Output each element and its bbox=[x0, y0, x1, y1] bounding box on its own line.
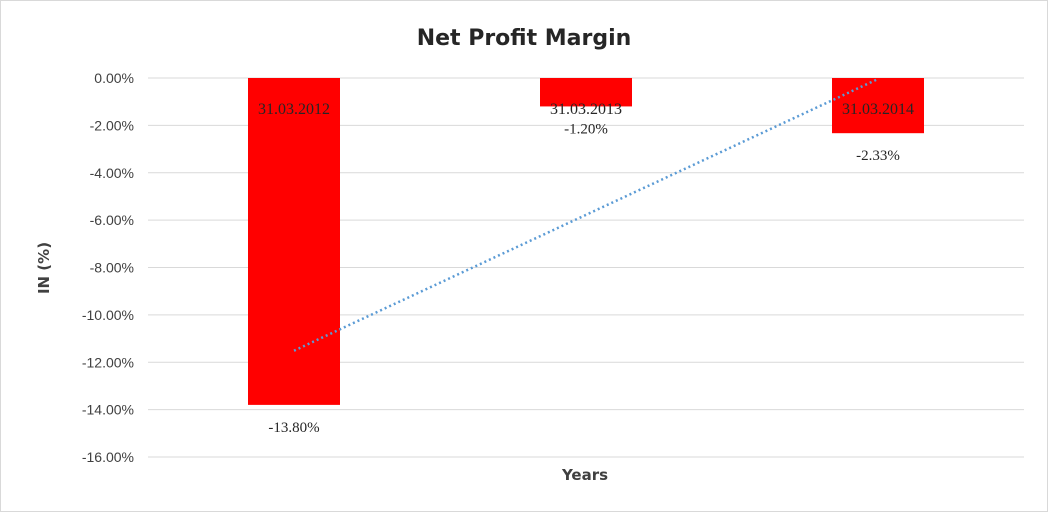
y-tick-label: -2.00% bbox=[90, 117, 134, 133]
y-axis-ticks: 0.00% -2.00% -4.00% -6.00% -8.00% -10.00% -12.… bbox=[82, 70, 134, 465]
bar bbox=[832, 78, 924, 134]
y-tick-label: -8.00% bbox=[90, 260, 134, 276]
labels: 31.03.2012 -13.80% 31.03.2013 -1.20% 31.03.2… bbox=[258, 101, 914, 436]
data-label: -13.80% bbox=[268, 420, 319, 436]
category-label: 31.03.2014 bbox=[842, 101, 914, 118]
category-label: 31.03.2013 bbox=[550, 101, 622, 118]
y-tick-label: -6.00% bbox=[90, 212, 134, 228]
y-tick-label: -4.00% bbox=[90, 165, 134, 181]
trendline bbox=[293, 77, 879, 352]
data-label: -1.20% bbox=[564, 121, 608, 137]
y-tick-label: -14.00% bbox=[82, 402, 134, 418]
chart-title: Net Profit Margin bbox=[417, 26, 632, 51]
y-tick-label: -10.00% bbox=[82, 307, 134, 323]
y-tick-label: -16.00% bbox=[82, 449, 134, 465]
y-tick-label: -12.00% bbox=[82, 354, 134, 370]
y-tick-label: 0.00% bbox=[94, 70, 134, 86]
data-label: -2.33% bbox=[856, 148, 900, 164]
trendline-layer bbox=[293, 77, 879, 352]
bars bbox=[248, 78, 924, 405]
bar bbox=[248, 78, 340, 405]
x-axis-title: Years bbox=[561, 466, 608, 484]
bar bbox=[540, 78, 632, 107]
y-axis-title: IN (%) bbox=[35, 242, 53, 294]
category-label: 31.03.2012 bbox=[258, 101, 330, 118]
